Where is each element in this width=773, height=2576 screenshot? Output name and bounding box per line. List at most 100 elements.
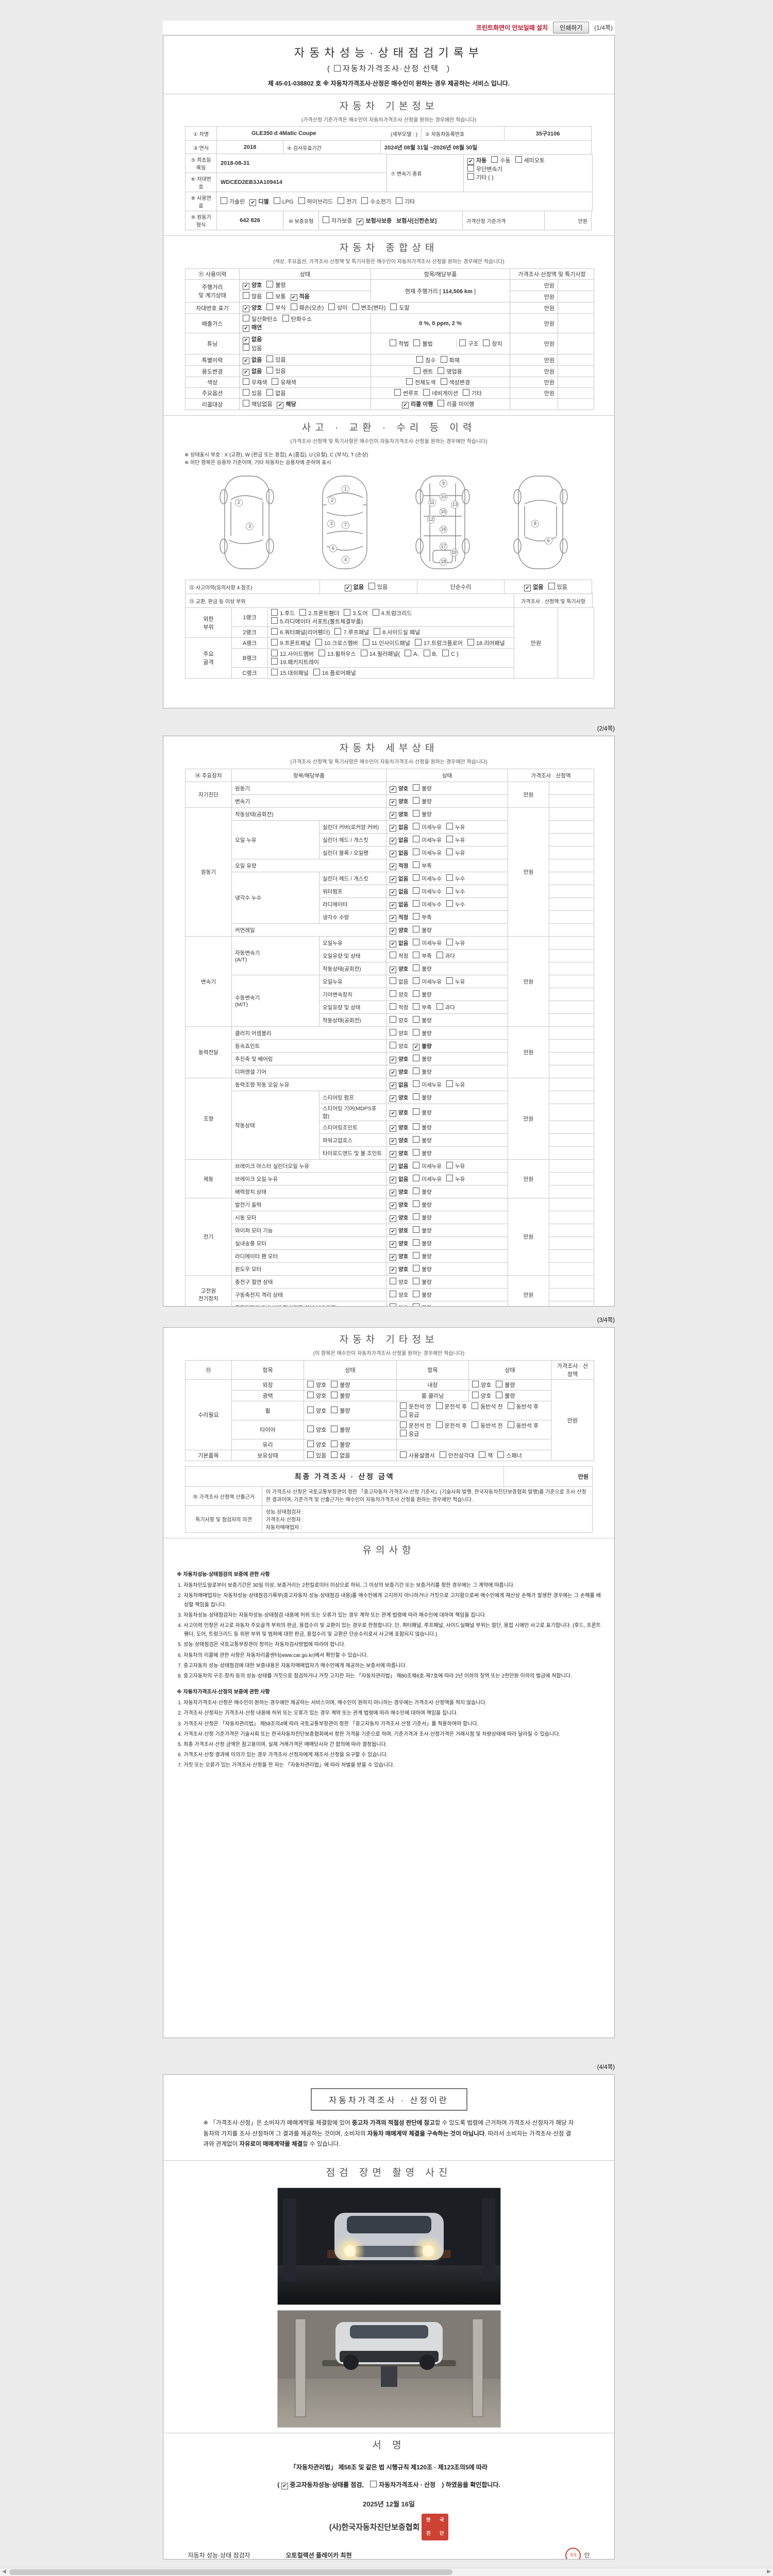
table-cell: ✔ 없음 미세누유 누유 [386, 820, 509, 834]
checkbox-option: 수소전기 [361, 197, 391, 206]
checkbox-icon [266, 303, 274, 310]
sign-legal-line2: ( ✔ 중고자동차성능·상태를 점검, 자동차가격조사 · 산정 ) 하였음을 확… [163, 2480, 614, 2490]
notice-item: 6. 가격조사·산정 결과에 이의가 있는 경우 가격조사·산정자에게 재조사·… [178, 1752, 388, 1758]
scrollbar-thumb[interactable] [9, 2569, 452, 2575]
section-accident-title: 사고 · 교환 · 수리 등 이력 [301, 422, 476, 433]
checkbox-label: 없음 [398, 850, 409, 856]
print-button[interactable]: 인쇄하기 [553, 22, 590, 33]
checkbox-group: 양호 불량 [390, 990, 436, 998]
form-cell: GLE350 d 4Matic Coupe (세부모델 : ) [216, 126, 422, 141]
checkbox-option: 불량 [331, 1406, 350, 1415]
form-cell: ⑧ 사용연료 [185, 192, 217, 211]
checkbox-icon: ✔ [243, 325, 249, 332]
checkbox-group: ✔ 없음 미세누유 누유 [390, 1174, 469, 1183]
accident-note-2: ※ 하단 항목은 승용차 기준이며, 기타 자동차는 승용차에 준하여 표시 [184, 460, 331, 466]
checkbox-label: 양호 [398, 1266, 409, 1273]
install-printer-link[interactable]: 프린트화면이 안보일때 설치 [476, 24, 548, 31]
group-label: 수리필요 [185, 1379, 232, 1450]
checkbox-option: ✔ 양호 [390, 798, 408, 806]
checkbox-option: 수동 [491, 156, 511, 164]
form-cell: ✔ 없음 있음 [504, 580, 592, 594]
checkbox-option: LPG [273, 197, 294, 205]
checkbox-icon [438, 367, 445, 374]
checkbox-group: ✔ 양호 불량 [243, 281, 291, 290]
checkbox-option: 11.인사이드패널 [362, 639, 410, 647]
checkbox-group: 적정 부족 과다 [390, 952, 460, 959]
checkbox-option: 미세누유 [413, 1174, 442, 1183]
checkbox-icon [483, 340, 490, 346]
horizontal-scrollbar[interactable]: ◀ ▶ [0, 2568, 773, 2576]
checkbox-option: 과다 [436, 1003, 455, 1011]
item-label: 파워고압호스 [318, 1133, 387, 1147]
checkbox-label: 디젤 [258, 198, 269, 205]
checkbox-icon [243, 344, 249, 351]
form-cell: ⑫ 사고이력(유의사항 4.참조) [185, 580, 320, 594]
checkbox-group: 운전석 전 운전석 후 동반석 전 동반석 후응급 [400, 1421, 543, 1437]
table-cell: ✔ 적정 부족 [386, 910, 509, 924]
form-cell: ✔ 없음 있음 [320, 580, 417, 594]
diagram-part-number: 10 [440, 493, 447, 501]
checkbox-option: 미세누수 [413, 874, 442, 883]
checkbox-label: 없음 [533, 584, 544, 590]
checkbox-label: 동반석 전 [480, 1404, 503, 1410]
checkbox-label: 불량 [422, 1150, 432, 1157]
checkbox-label: 양호 [481, 1393, 492, 1399]
checkbox-label: 양호 [316, 1393, 327, 1399]
device-label: 원동기 [185, 807, 232, 937]
checkbox-icon [400, 1451, 407, 1458]
scroll-left-arrow[interactable]: ◀ [2, 2569, 6, 2574]
table-cell [549, 962, 595, 975]
checkbox-icon [467, 173, 474, 180]
checkbox-option: 양호 [307, 1406, 326, 1415]
detail-table: ⑭ 주요장치 항목/해당부품 상태 가격조사 · 산정액 자기진단 원동기 ✔ 양호 불량 만원 변… [185, 769, 595, 1306]
scroll-right-arrow[interactable]: ▶ [767, 2569, 771, 2574]
checkbox-icon: ✔ [390, 914, 397, 922]
checkbox-group: ✔ 양호 불량 [390, 1123, 436, 1132]
checkbox-option: 동반석 후 [507, 1402, 539, 1411]
notice-item: 7. 거짓 또는 오류가 있는 가격조사·산정을 한 자는 「자동차관리법」에 … [178, 1762, 395, 1769]
checkbox-icon [413, 1123, 420, 1130]
checkbox-option: ✔ 없음 [243, 355, 262, 364]
col-header: 가격조사 · 산정액 [508, 769, 595, 782]
item-label: 유리 [231, 1439, 304, 1450]
form-cell: ④ 검사유효기간 [283, 140, 381, 155]
item-label: 시동 모터 [231, 1211, 387, 1224]
checkbox-option: 동반석 전 [472, 1421, 503, 1430]
checkbox-label: 유채색 [280, 380, 296, 386]
checkbox-icon [472, 1402, 479, 1409]
checkbox-label: 화재 [449, 357, 460, 364]
diagram-part-number: 19 [450, 548, 458, 556]
table-cell [396, 1439, 551, 1450]
checkbox-option: 불량 [413, 1213, 432, 1222]
table-cell: 적정 부족 과다 [386, 949, 509, 962]
table-cell [549, 859, 595, 872]
checkbox-label: 기타 [404, 198, 415, 205]
checkbox-label: 양호 [398, 1279, 409, 1285]
checkbox-icon [413, 1029, 420, 1036]
form-cell: ⑬ 교환, 판금 등 이상 부위 [185, 594, 515, 608]
checkbox-option: 세미오토 [515, 156, 545, 164]
checkbox-label: 하이브리드 [307, 198, 333, 205]
table-cell: 0 %, 0 ppm, 2 % [371, 313, 510, 333]
checkbox-option: ✔ 양호 [390, 1201, 408, 1209]
checkbox-icon: ✔ [290, 294, 297, 301]
checkbox-label: 적정 [398, 953, 409, 959]
checkbox-option: 양호 [472, 1381, 491, 1389]
form-cell: 2018-08-31 [216, 154, 387, 173]
form-cell: WDCED2EB3JA109414 [216, 173, 387, 192]
checkbox-icon [414, 367, 421, 374]
checkbox-label: 17.트렁크플로어 [423, 640, 463, 647]
checkbox-label: 적정 [398, 914, 409, 921]
table-cell [549, 1121, 595, 1134]
checkbox-icon [416, 355, 424, 363]
checkbox-label: 양호 [398, 992, 409, 998]
checkbox-label: 불량 [422, 1069, 432, 1075]
checkbox-option: 불량 [413, 1054, 432, 1063]
table-cell [549, 820, 595, 834]
checkbox-option: 12.사이드멤버 [271, 650, 314, 658]
checkbox-label: 불량 [422, 1137, 432, 1144]
checkbox-label: 양호 [398, 1189, 409, 1195]
checkbox-option: ✔ 없음 [390, 888, 408, 896]
checkbox-icon [413, 809, 420, 817]
checkbox-label: 불량 [505, 1382, 515, 1388]
